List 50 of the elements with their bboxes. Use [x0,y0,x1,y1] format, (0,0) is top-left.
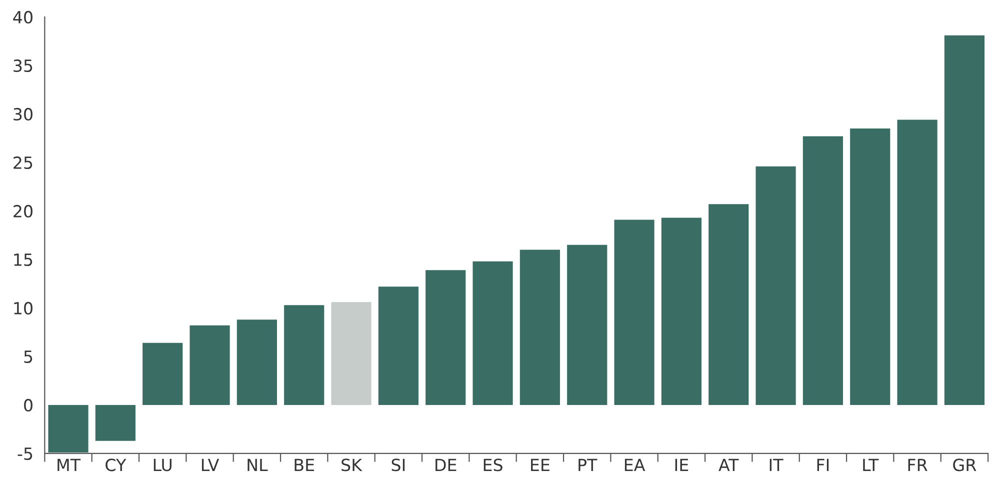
x-tick-label: LU [154,458,172,472]
x-tick-label: NL [248,458,268,471]
bar [567,244,608,405]
bar [897,120,938,405]
bar [944,35,984,405]
bar [48,404,88,453]
bar [284,305,324,405]
bar [850,128,890,405]
x-tick-label: ES [484,458,502,472]
y-tick-label: 0 [24,398,32,412]
y-tick-label: 15 [14,254,32,266]
bar [661,218,702,405]
x-tick-label: FR [908,458,928,471]
bar [520,250,560,405]
bar [802,136,843,405]
x-tick-label: FI [817,458,829,471]
x-tick-label: EA [624,458,646,471]
bar [472,261,513,405]
y-tick-label: 20 [14,204,32,218]
x-tick-label: SI [392,458,405,472]
x-tick-label: SK [342,458,362,472]
bar [190,325,230,405]
x-tick-label: LT [863,458,879,471]
x-tick-label: DE [436,458,456,471]
y-tick-label: -5 [18,448,32,460]
x-tick-label: PT [578,458,598,471]
bar [614,220,654,405]
y-tick-label: 10 [14,302,32,315]
bar [95,404,136,441]
x-tick-label: GR [953,458,976,472]
bar [708,204,749,405]
y-tick-label: 40 [13,10,32,24]
x-tick-label: IE [675,458,688,471]
bar [331,302,372,405]
x-tick-label: IT [770,458,784,471]
x-tick-label: LV [202,458,220,471]
bar [236,320,277,405]
y-tick-label: 35 [14,59,32,72]
x-tick-label: AT [718,458,739,471]
y-tick-label: 30 [14,108,32,121]
x-tick-label: BE [294,458,314,471]
x-tick-label: MT [58,458,81,471]
x-tick-label: CY [106,458,126,472]
y-tick-label: 25 [14,156,32,170]
bar [756,166,796,405]
y-tick-label: 5 [24,350,32,364]
x-tick-label: EE [531,458,550,471]
bar [426,270,466,405]
bar [378,286,418,405]
bar [142,342,183,405]
